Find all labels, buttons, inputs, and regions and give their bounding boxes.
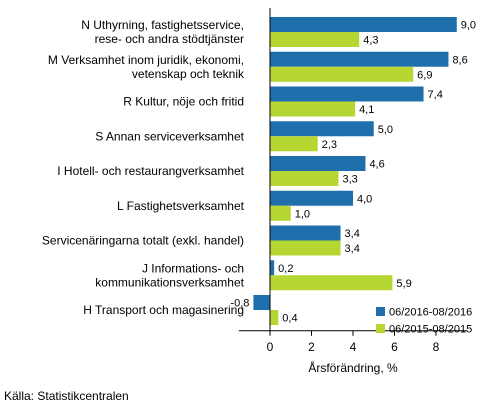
data-label: 1,0 bbox=[295, 208, 310, 220]
data-label: 6,9 bbox=[417, 69, 432, 81]
category-label: kommunikationsverksamhet bbox=[95, 275, 244, 289]
data-label: 0,2 bbox=[278, 263, 293, 275]
legend: 06/2016-08/2016 06/2015-08/2015 bbox=[376, 307, 472, 336]
bar bbox=[270, 121, 374, 137]
x-tick-label: 6 bbox=[391, 340, 398, 354]
data-label: 4,0 bbox=[357, 193, 372, 205]
data-label: 8,6 bbox=[452, 54, 467, 66]
data-label: 4,3 bbox=[363, 35, 378, 47]
bar bbox=[270, 136, 318, 152]
category-label: M Verksamhet inom juridik, ekonomi, bbox=[48, 53, 244, 67]
category-label: L Fastighetsverksamhet bbox=[117, 199, 245, 213]
legend-label: 06/2015-08/2015 bbox=[389, 324, 472, 336]
bar bbox=[253, 295, 270, 310]
bar bbox=[270, 101, 356, 117]
category-labels: N Uthyrning, fastighetsservice,rese- och… bbox=[42, 18, 245, 317]
bar bbox=[270, 86, 424, 102]
data-label: 7,4 bbox=[428, 89, 443, 101]
bar bbox=[270, 275, 393, 291]
x-axis: 0 2 4 6 8 Årsförändring, % bbox=[238, 8, 468, 375]
data-label: 3,4 bbox=[345, 243, 360, 255]
legend-swatch bbox=[376, 324, 385, 333]
category-label: N Uthyrning, fastighetsservice, bbox=[81, 18, 244, 32]
bar bbox=[270, 66, 414, 82]
x-tick-label: 0 bbox=[267, 340, 274, 354]
x-tick-label: 2 bbox=[308, 340, 315, 354]
bar bbox=[270, 51, 449, 67]
bars-group: 9,0 4,3 8,6 6,9 7,4 4,1 5,0 2,3 4,6 3,34,0 1,0 3,4 3… bbox=[230, 17, 476, 325]
category-label: S Annan serviceverksamhet bbox=[95, 129, 244, 143]
data-label: 9,0 bbox=[461, 20, 476, 32]
x-tick-label: 8 bbox=[433, 340, 440, 354]
bar bbox=[270, 17, 457, 32]
bar bbox=[270, 225, 341, 241]
category-label: R Kultur, nöje och fritid bbox=[123, 95, 244, 109]
x-tick-label: 4 bbox=[350, 340, 357, 354]
source-note: Källa: Statistikcentralen bbox=[4, 389, 129, 403]
bar bbox=[270, 205, 291, 221]
category-label: rese- och andra stödtjänster bbox=[95, 32, 244, 46]
x-axis-title: Årsförändring, % bbox=[308, 360, 398, 375]
data-label: 2,3 bbox=[322, 139, 337, 151]
bar bbox=[270, 310, 279, 325]
category-label: J Informations- och bbox=[142, 261, 244, 275]
legend-swatch bbox=[376, 307, 385, 316]
bar bbox=[270, 32, 360, 47]
bar bbox=[270, 190, 353, 206]
category-label: Servicenäringarna totalt (exkl. handel) bbox=[42, 234, 244, 248]
data-label: 5,9 bbox=[396, 278, 411, 290]
data-label: 0,4 bbox=[282, 313, 297, 325]
data-label: 3,4 bbox=[345, 228, 360, 240]
bar bbox=[270, 156, 366, 171]
category-label: vetenskap och teknik bbox=[132, 67, 245, 81]
category-label: H Transport och magasinering bbox=[83, 303, 244, 317]
data-label: 4,6 bbox=[369, 159, 384, 171]
legend-label: 06/2016-08/2016 bbox=[389, 307, 472, 319]
bar bbox=[270, 240, 341, 256]
category-label: I Hotell- och restaurangverksamhet bbox=[57, 164, 244, 178]
data-label: 3,3 bbox=[342, 174, 357, 186]
data-label: -0,8 bbox=[230, 298, 249, 310]
data-label: 5,0 bbox=[378, 124, 393, 136]
bar bbox=[270, 171, 339, 186]
bar bbox=[270, 260, 275, 276]
data-label: 4,1 bbox=[359, 104, 374, 116]
